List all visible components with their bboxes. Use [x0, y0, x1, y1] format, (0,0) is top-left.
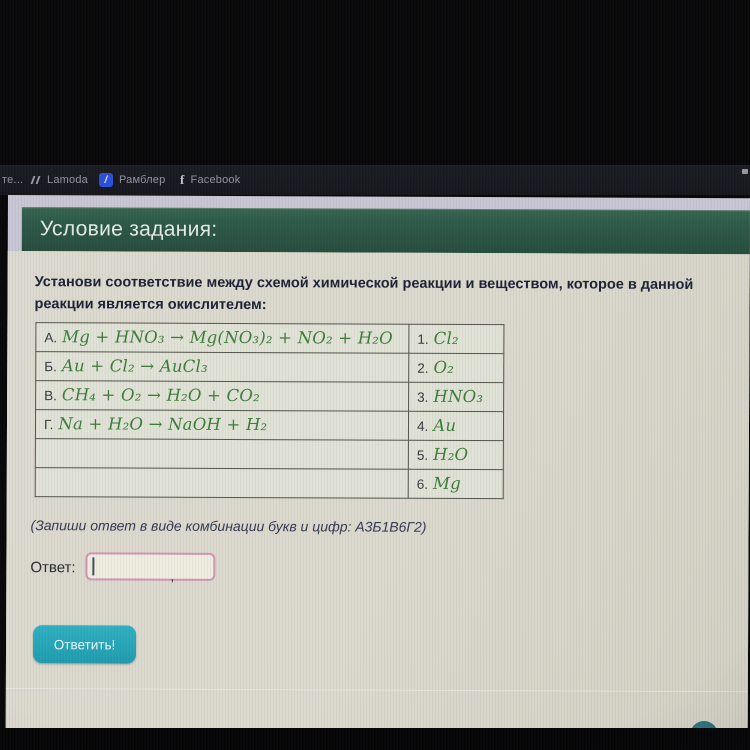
table-row: 5. H₂O — [35, 438, 504, 470]
bookmark-label: Рамблер — [119, 174, 166, 186]
answer-number: 6. — [416, 476, 429, 492]
bookmark-lamoda[interactable]: Lamoda — [30, 165, 88, 195]
reaction-formula: Na + H₂O → NaOH + H₂ — [58, 414, 268, 435]
task-content: Установи соответствие между схемой химич… — [5, 250, 750, 732]
browser-corner-artifact — [742, 169, 748, 174]
task-prompt: Установи соответствие между схемой химич… — [34, 274, 694, 314]
answer-number: 2. — [417, 360, 429, 376]
answer-cell: 3. HNO₃ — [408, 382, 504, 412]
bookmark-facebook[interactable]: f Facebook — [180, 165, 240, 195]
row-label: А. — [44, 330, 58, 346]
reaction-formula: Mg + HNO₃ → Mg(NO₃)₂ + NO₂ + H₂O — [62, 327, 393, 348]
answer-cell: 5. H₂O — [408, 440, 504, 470]
answer-label: Ответ: — [30, 559, 76, 577]
answer-cell: 4. Au — [408, 411, 504, 441]
answer-formula: O₂ — [433, 357, 455, 377]
reaction-cell: А. Mg + HNO₃ → Mg(NO₃)₂ + NO₂ + H₂O — [35, 322, 409, 354]
answer-number: 1. — [417, 331, 429, 347]
row-label: Б. — [44, 359, 57, 375]
table-row: 6. Mg — [35, 467, 504, 499]
reaction-cell: Г. Na + H₂O → NaOH + H₂ — [35, 409, 409, 441]
text-cursor — [92, 557, 95, 576]
answer-number: 5. — [416, 447, 429, 463]
rambler-icon: / — [99, 173, 113, 187]
row-label: Г. — [43, 417, 54, 433]
answer-cell: 2. O₂ — [408, 353, 504, 383]
screen-band-artifact — [5, 687, 748, 693]
table-row: В. CH₄ + O₂ → H₂O + CO₂ 3. HNO₃ — [35, 380, 504, 412]
facebook-icon: f — [180, 172, 185, 187]
table-row: Б. Au + Cl₂ → AuCl₃ 2. O₂ — [35, 351, 504, 383]
answer-input[interactable] — [85, 552, 216, 581]
answer-cell: 6. Mg — [408, 469, 504, 499]
answer-formula: Au — [433, 415, 457, 435]
answer-number: 3. — [417, 389, 429, 405]
answer-formula: HNO₃ — [433, 386, 484, 407]
answer-formula: Cl₂ — [433, 328, 459, 348]
table-row: Г. Na + H₂O → NaOH + H₂ 4. Au — [35, 409, 504, 441]
bookmark-label: Lamoda — [47, 174, 88, 186]
answer-number: 4. — [416, 418, 429, 434]
reaction-cell — [35, 438, 409, 470]
browser-page: Условие задания: Установи соответствие м… — [5, 195, 750, 732]
answer-cell: 1. Cl₂ — [408, 324, 504, 354]
answer-formula: Mg — [432, 473, 461, 493]
answer-format-hint: (Запиши ответ в виде комбинации букв и ц… — [30, 517, 427, 535]
bookmark-overflow[interactable]: те... — [2, 165, 23, 195]
stray-comma-mark: , — [170, 567, 175, 584]
bookmarks-bar: те... Lamoda / Рамблер f Facebook — [0, 165, 750, 195]
reaction-formula: Au + Cl₂ → AuCl₃ — [61, 356, 208, 376]
lamoda-icon — [30, 175, 41, 185]
reaction-cell: В. CH₄ + O₂ → H₂O + CO₂ — [35, 380, 409, 412]
match-table: А. Mg + HNO₃ → Mg(NO₃)₂ + NO₂ + H₂O 1. Cl₂… — [35, 322, 505, 499]
submit-button[interactable]: Ответить! — [32, 625, 137, 664]
page-title: Условие задания: — [39, 217, 218, 241]
reaction-formula: CH₄ + O₂ → H₂O + CO₂ — [61, 385, 260, 406]
table-row: А. Mg + HNO₃ → Mg(NO₃)₂ + NO₂ + H₂O 1. Cl₂ — [35, 322, 504, 354]
reaction-cell: Б. Au + Cl₂ → AuCl₃ — [35, 351, 409, 383]
bookmark-overflow-label: те... — [2, 174, 24, 186]
bookmark-rambler[interactable]: / Рамблер — [99, 165, 165, 195]
answer-formula: H₂O — [433, 444, 469, 465]
bookmark-label: Facebook — [190, 174, 241, 186]
reaction-cell — [35, 467, 409, 499]
row-label: В. — [44, 388, 57, 404]
task-header-band: Условие задания: — [21, 207, 750, 255]
screen-bottom-bezel — [0, 728, 750, 750]
